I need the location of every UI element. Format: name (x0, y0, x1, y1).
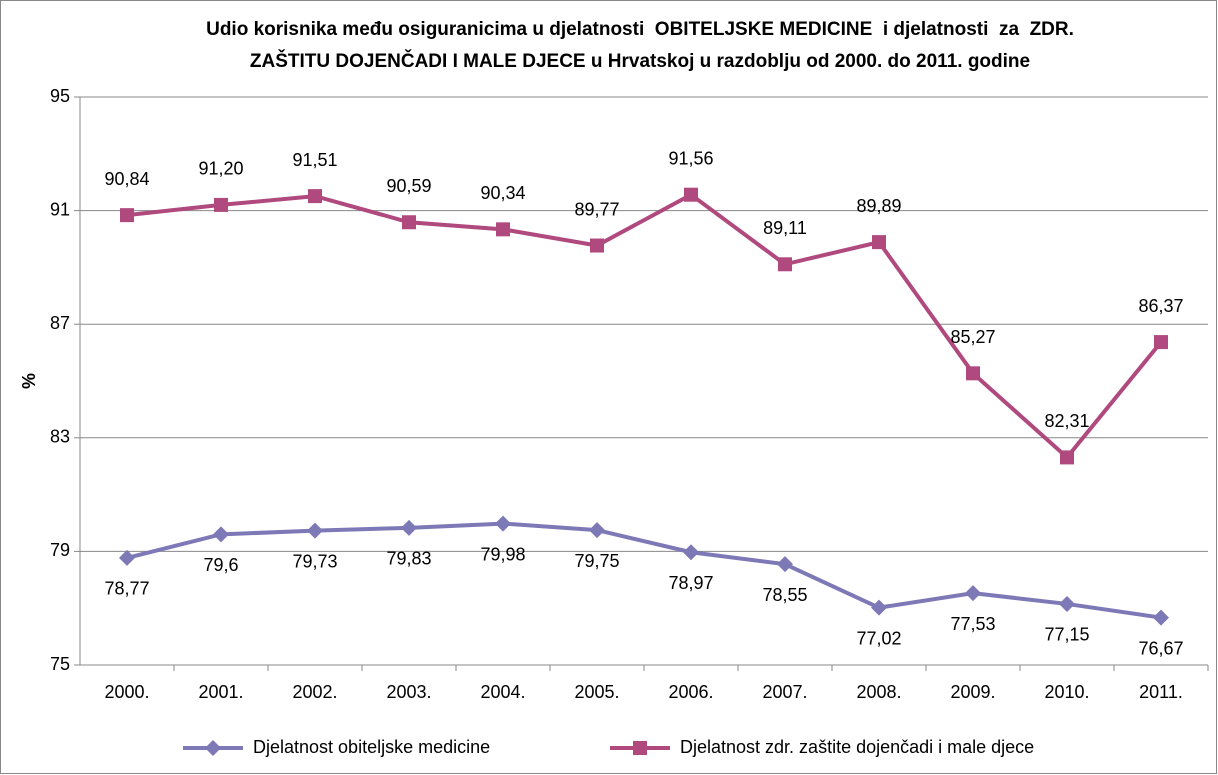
x-tick-label: 2000. (104, 682, 149, 702)
data-label: 86,37 (1138, 296, 1183, 316)
data-label: 91,51 (292, 150, 337, 170)
data-label: 90,59 (386, 176, 431, 196)
series-line (126, 192, 1163, 461)
marker (308, 189, 322, 204)
marker (1060, 450, 1074, 465)
chart-title: ZAŠTITU DOJENČADI I MALE DJECE u Hrvatsk… (250, 50, 1030, 72)
series-line (126, 521, 1162, 620)
marker (213, 526, 229, 543)
marker (496, 222, 510, 237)
data-label: 91,20 (198, 159, 243, 179)
data-label: 76,67 (1138, 638, 1183, 658)
y-tick-label: 79 (50, 540, 70, 560)
data-label: 85,27 (950, 327, 995, 347)
y-tick-label: 83 (50, 427, 70, 447)
data-label: 78,77 (104, 579, 149, 599)
marker (590, 238, 604, 253)
marker (777, 556, 793, 573)
x-tick-label: 2001. (198, 682, 243, 702)
data-label: 78,97 (668, 573, 713, 593)
x-tick-label: 2008. (856, 682, 901, 702)
x-tick-label: 2010. (1044, 682, 1089, 702)
data-label: 77,15 (1044, 625, 1089, 645)
marker (1153, 609, 1169, 626)
data-label: 79,83 (386, 549, 431, 569)
data-label: 82,31 (1044, 411, 1089, 431)
marker (1154, 335, 1168, 350)
data-label: 89,89 (856, 196, 901, 216)
y-tick-label: 75 (50, 654, 70, 674)
x-tick-label: 2007. (762, 682, 807, 702)
marker (495, 515, 511, 532)
marker (307, 522, 323, 539)
data-label: 90,34 (480, 183, 525, 203)
data-label: 78,55 (762, 585, 807, 605)
data-label: 89,11 (763, 218, 807, 238)
y-tick-label: 95 (50, 86, 70, 106)
marker (589, 522, 605, 539)
legend-label: Djelatnost zdr. zaštite dojenčadi i male… (680, 737, 1034, 757)
x-tick-label: 2006. (668, 682, 713, 702)
x-tick-label: 2004. (480, 682, 525, 702)
data-label: 77,53 (950, 614, 995, 634)
marker (402, 215, 416, 230)
data-label: 77,02 (856, 628, 901, 648)
legend-label: Djelatnost obiteljske medicine (253, 737, 490, 757)
data-label: 89,77 (574, 199, 619, 219)
marker (684, 187, 698, 202)
marker (778, 257, 792, 272)
y-axis-label: % (19, 373, 39, 389)
y-tick-label: 87 (50, 313, 70, 333)
marker (966, 366, 980, 381)
marker (1059, 595, 1075, 612)
chart-title: Udio korisnika među osiguranicima u djel… (206, 19, 1074, 40)
data-label: 79,6 (203, 555, 238, 575)
x-tick-label: 2011. (1139, 682, 1183, 702)
marker (633, 741, 647, 755)
data-label: 79,98 (480, 544, 525, 564)
marker (683, 544, 699, 561)
x-tick-label: 2009. (950, 682, 995, 702)
data-label: 79,73 (292, 551, 337, 571)
marker (120, 208, 134, 223)
x-tick-label: 2005. (574, 682, 619, 702)
data-label: 91,56 (668, 148, 713, 168)
marker (872, 235, 886, 250)
y-tick-label: 91 (50, 199, 70, 219)
data-label: 79,75 (574, 551, 619, 571)
marker (205, 740, 221, 756)
x-tick-label: 2003. (386, 682, 431, 702)
marker (965, 585, 981, 602)
marker (871, 599, 887, 616)
marker (119, 549, 135, 566)
marker (214, 197, 228, 212)
marker (401, 519, 417, 536)
data-label: 90,84 (104, 169, 149, 189)
x-tick-label: 2002. (292, 682, 337, 702)
